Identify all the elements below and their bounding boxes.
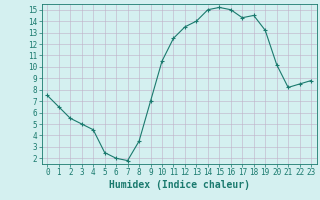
X-axis label: Humidex (Indice chaleur): Humidex (Indice chaleur)	[109, 180, 250, 190]
